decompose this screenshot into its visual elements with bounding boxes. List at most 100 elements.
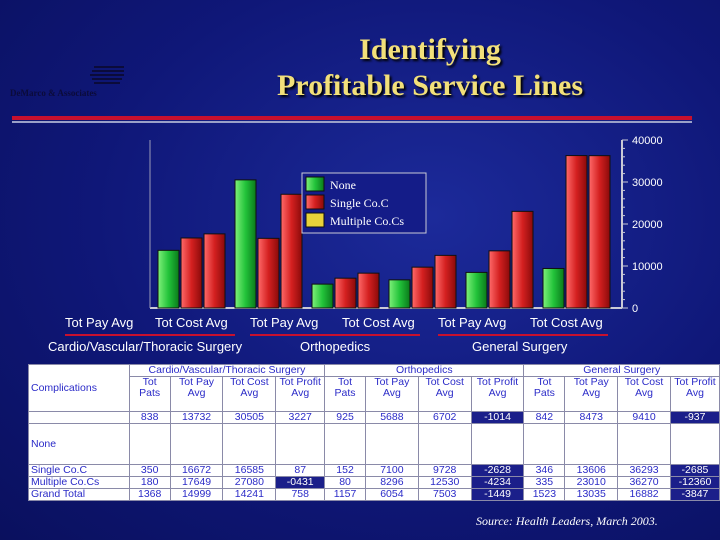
table-cell [365, 423, 419, 465]
table-row-label: None [28, 423, 130, 465]
y-tick-label: 10000 [632, 261, 663, 273]
table-cell: 350 [128, 464, 171, 477]
table-cell: -12360 [669, 476, 720, 489]
table-cell: 16672 [169, 464, 224, 477]
table-cell: -937 [669, 411, 720, 424]
y-tick-label: 20000 [632, 219, 663, 231]
bar-none-4 [465, 271, 488, 309]
table-column-header: Tot Pats [128, 376, 171, 412]
table-cell: -3847 [669, 488, 720, 501]
category-label: Tot Pay Avg [65, 315, 134, 330]
table-cell [564, 423, 619, 465]
table-cell: 838 [128, 411, 171, 424]
table-cell: 3227 [275, 411, 326, 424]
table-column-header: Tot Pay Avg [169, 376, 224, 412]
table-cell: 346 [523, 464, 566, 477]
table-cell: 180 [128, 476, 171, 489]
title-line-1: Identifying [359, 33, 501, 66]
group-underline [250, 334, 420, 336]
category-label: Tot Cost Avg [342, 315, 415, 330]
category-label: Tot Pay Avg [250, 315, 319, 330]
title-line-2: Profitable Service Lines [276, 69, 584, 102]
table-cell: 12530 [417, 476, 472, 489]
page-title: Identifying Profitable Service Lines [200, 32, 660, 104]
logo-text: DeMarco & Associates [10, 88, 97, 98]
table-cell: 6054 [365, 488, 419, 501]
table-cell: 9410 [617, 411, 671, 424]
bar-single-co-c-5 [565, 155, 588, 309]
group-label: Orthopedics [300, 339, 371, 354]
bar-none-3 [388, 279, 411, 309]
bar-none-1 [234, 179, 257, 309]
table-cell [617, 423, 671, 465]
category-label: Tot Cost Avg [530, 315, 603, 330]
y-tick-label: 40000 [632, 135, 663, 147]
table-row: Single Co.C 350 16672 16585 87 152 7100 9728 -26… [28, 464, 720, 477]
table-group-header: Cardio/Vascular/Thoracic Surgery [128, 364, 326, 377]
table-cell [128, 423, 171, 465]
table-cell: 9728 [417, 464, 472, 477]
table-column-header: Tot Cost Avg [222, 376, 277, 412]
table-cell: -1449 [470, 488, 525, 501]
bar-chart: 40000 30000 20000 10000 0 None Single Co.C Mult… [149, 135, 663, 315]
table-column-header: Tot Pay Avg [365, 376, 419, 412]
table-row-header: Complications [28, 364, 130, 412]
table-cell: -1014 [470, 411, 525, 424]
table-cell: 36270 [617, 476, 671, 489]
bar-single-co-c-4 [488, 250, 511, 309]
bar-multiple-co-cs-2 [357, 272, 380, 309]
table-cell [324, 423, 366, 465]
table-cell: 27080 [222, 476, 277, 489]
table-column-header: Tot Cost Avg [617, 376, 671, 412]
table-group-header: Orthopedics [324, 364, 525, 377]
table-cell: 16585 [222, 464, 277, 477]
y-tick-label: 30000 [632, 177, 663, 189]
source-note: Source: Health Leaders, March 2003. [476, 514, 658, 528]
data-table: Complications Cardio/Vascular/Thoracic Su… [28, 364, 720, 501]
legend-swatch [305, 176, 325, 192]
table-cell: 13732 [169, 411, 224, 424]
table-cell [417, 423, 472, 465]
table-cell [169, 423, 224, 465]
bar-none-5 [542, 267, 565, 309]
table-cell: 1157 [324, 488, 366, 501]
table-cell: 7503 [417, 488, 472, 501]
bar-multiple-co-cs-4 [511, 210, 534, 309]
table-cell: 152 [324, 464, 366, 477]
table-column-header: Tot Pats [324, 376, 366, 412]
table-cell: 80 [324, 476, 366, 489]
table-row: Grand Total 1368 14999 14241 758 1157 6054 7503… [28, 488, 720, 501]
table-cell: 14241 [222, 488, 277, 501]
group-underline [438, 334, 608, 336]
bar-multiple-co-cs-0 [203, 233, 226, 309]
table-cell: 1368 [128, 488, 171, 501]
bar-multiple-co-cs-3 [434, 254, 457, 309]
table-column-header: Tot Pats [523, 376, 566, 412]
table-cell: 87 [275, 464, 326, 477]
table-cell: 17649 [169, 476, 224, 489]
table-cell: -2628 [470, 464, 525, 477]
table-cell: 5688 [365, 411, 419, 424]
table-row: Multiple Co.Cs 180 17649 27080 -0431 80 8296 12… [28, 476, 720, 489]
table-cell: -2685 [669, 464, 720, 477]
category-label: Tot Cost Avg [155, 315, 228, 330]
table-column-header: Tot Profit Avg [275, 376, 326, 412]
company-logo: DeMarco & Associates [10, 64, 130, 104]
legend-label: Multiple Co.Cs [330, 214, 404, 228]
bar-single-co-c-0 [180, 237, 203, 309]
table-cell: 16882 [617, 488, 671, 501]
table-cell [222, 423, 277, 465]
table-cell: 7100 [365, 464, 419, 477]
table-row-label: Multiple Co.Cs [28, 476, 130, 489]
table-row-label: Grand Total [28, 488, 130, 501]
group-label: Cardio/Vascular/Thoracic Surgery [48, 339, 243, 354]
table-cell: 6702 [417, 411, 472, 424]
table-cell: 8473 [564, 411, 619, 424]
logo-mark-icon [90, 66, 124, 84]
bar-multiple-co-cs-5 [588, 155, 611, 309]
bar-none-0 [157, 249, 180, 309]
bar-none-2 [311, 283, 334, 309]
title-divider-gray [12, 121, 692, 123]
title-divider-red [12, 116, 692, 120]
table-row-label: Single Co.C [28, 464, 130, 477]
